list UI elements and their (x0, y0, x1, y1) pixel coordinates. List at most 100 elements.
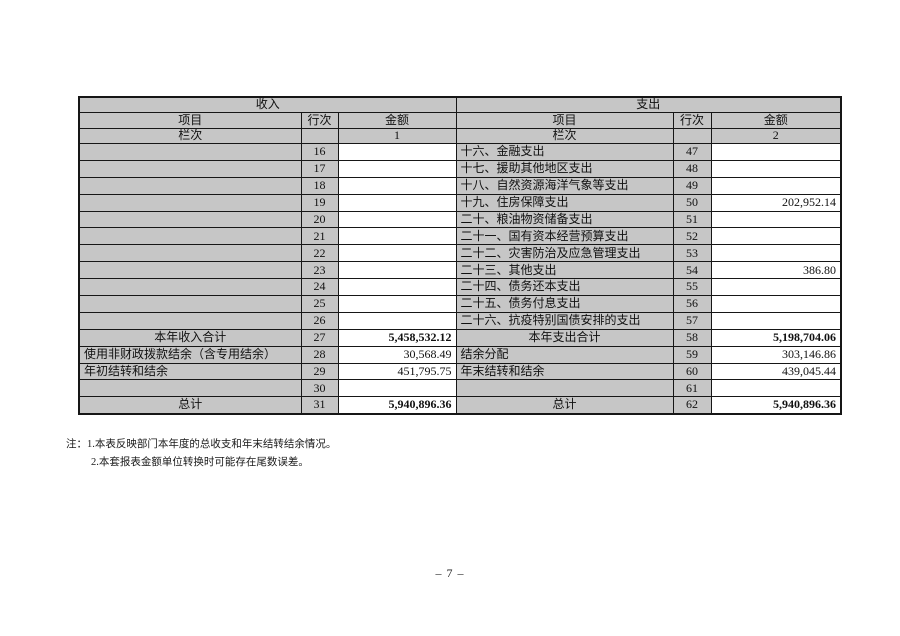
income-item-cell: 总计 (78, 396, 302, 415)
income-amount-header: 金额 (337, 112, 457, 129)
table-row: 使用非财政拨款结余（含专用结余） 28 30,568.49 结余分配 59 303,146… (78, 345, 842, 364)
expense-rowno-cell: 52 (672, 227, 712, 246)
expense-rowno-cell: 50 (672, 193, 712, 212)
expense-rowno-cell: 62 (672, 396, 712, 415)
expense-lane-label: 栏次 (455, 127, 674, 144)
expense-item-header: 项目 (455, 112, 674, 129)
expense-item-cell: 年末结转和结余 (455, 362, 674, 381)
income-rowno-cell: 26 (300, 311, 339, 330)
expense-rowno-cell: 48 (672, 159, 712, 178)
table-row: 年初结转和结余 29 451,795.75 年末结转和结余 60 439,045.44 (78, 362, 842, 381)
income-amount-cell (337, 176, 457, 195)
income-amount-cell (337, 159, 457, 178)
expense-rowno-cell: 56 (672, 295, 712, 313)
expense-rowno-cell: 59 (672, 345, 712, 364)
income-rowno-cell: 27 (300, 328, 339, 347)
expense-rowno-cell: 57 (672, 311, 712, 330)
table-row: 16 十六、金融支出 47 (78, 143, 842, 161)
table-row: 本年收入合计 27 5,458,532.12 本年支出合计 58 5,198,704.06 (78, 328, 842, 347)
income-amount-cell: 5,940,896.36 (337, 396, 457, 415)
income-rowno-cell: 31 (300, 396, 339, 415)
income-item-cell: 年初结转和结余 (78, 362, 302, 381)
income-rowno-cell: 30 (300, 379, 339, 398)
expense-amount-cell (710, 295, 842, 313)
income-item-cell: 本年收入合计 (78, 328, 302, 347)
footnote-line-2: 2.本套报表金额单位转换时可能存在尾数误差。 (91, 454, 336, 472)
income-lane-label: 栏次 (78, 127, 302, 144)
expense-amount-cell (710, 176, 842, 195)
income-item-cell (78, 159, 302, 178)
income-amount-cell (337, 379, 457, 398)
income-section-header: 收入 (78, 96, 457, 113)
expense-item-cell: 十七、援助其他地区支出 (455, 159, 674, 178)
expense-item-cell: 十八、自然资源海洋气象等支出 (455, 176, 674, 195)
lane-number-row: 栏次 1 栏次 2 (78, 127, 842, 144)
footnote-1-text: 1.本表反映部门本年度的总收支和年末结转结余情况。 (87, 439, 337, 450)
income-item-cell (78, 295, 302, 313)
income-item-cell (78, 261, 302, 280)
footnote-2-text: 2.本套报表金额单位转换时可能存在尾数误差。 (91, 457, 309, 468)
footnote-label: 注： (66, 439, 87, 450)
expense-amount-cell (710, 227, 842, 246)
expense-amount-cell (710, 244, 842, 263)
income-item-cell (78, 193, 302, 212)
expense-amount-header: 金额 (710, 112, 842, 129)
expense-rowno-cell: 53 (672, 244, 712, 263)
income-rowno-cell: 17 (300, 159, 339, 178)
expense-rowno-header: 行次 (672, 112, 712, 129)
income-item-cell (78, 244, 302, 263)
income-rowno-cell: 18 (300, 176, 339, 195)
income-amount-cell (337, 244, 457, 263)
table-row: 26 二十六、抗疫特别国债安排的支出 57 (78, 311, 842, 330)
income-item-cell: 使用非财政拨款结余（含专用结余） (78, 345, 302, 364)
income-rowno-cell: 29 (300, 362, 339, 381)
income-item-cell (78, 278, 302, 297)
income-rowno-cell: 28 (300, 345, 339, 364)
expense-rowno-cell: 54 (672, 261, 712, 280)
income-item-header: 项目 (78, 112, 302, 129)
expense-amount-cell: 202,952.14 (710, 193, 842, 212)
expense-item-cell: 二十五、债务付息支出 (455, 295, 674, 313)
expense-amount-cell (710, 159, 842, 178)
expense-item-cell: 本年支出合计 (455, 328, 674, 347)
expense-item-cell: 二十四、债务还本支出 (455, 278, 674, 297)
expense-amount-cell: 439,045.44 (710, 362, 842, 381)
table-row: 17 十七、援助其他地区支出 48 (78, 159, 842, 178)
income-amount-cell (337, 193, 457, 212)
expense-rowno-cell: 55 (672, 278, 712, 297)
table-row: 总计 31 5,940,896.36 总计 62 5,940,896.36 (78, 396, 842, 415)
section-header-row: 收入 支出 (78, 96, 842, 113)
expense-item-cell: 二十、粮油物资储备支出 (455, 210, 674, 229)
income-item-cell (78, 227, 302, 246)
income-item-cell (78, 311, 302, 330)
table-row: 30 61 (78, 379, 842, 398)
income-item-cell (78, 379, 302, 398)
expense-rowno-cell: 49 (672, 176, 712, 195)
expense-item-cell (455, 379, 674, 398)
income-item-cell (78, 176, 302, 195)
table-row: 24 二十四、债务还本支出 55 (78, 278, 842, 297)
expense-amount-cell (710, 210, 842, 229)
expense-item-cell: 总计 (455, 396, 674, 415)
table-row: 23 二十三、其他支出 54 386.80 (78, 261, 842, 280)
income-rowno-cell: 23 (300, 261, 339, 280)
expense-rowno-cell: 61 (672, 379, 712, 398)
expense-lane-blank (672, 127, 712, 144)
table-row: 18 十八、自然资源海洋气象等支出 49 (78, 176, 842, 195)
income-amount-cell (337, 278, 457, 297)
income-expense-table: 收入 支出 项目 行次 金额 项目 行次 金额 栏次 1 栏次 2 16 十六、金… (78, 96, 842, 415)
income-amount-cell (337, 227, 457, 246)
income-rowno-cell: 19 (300, 193, 339, 212)
expense-item-cell: 十九、住房保障支出 (455, 193, 674, 212)
expense-item-cell: 二十二、灾害防治及应急管理支出 (455, 244, 674, 263)
expense-lane-number: 2 (710, 127, 842, 144)
income-rowno-cell: 16 (300, 143, 339, 161)
expense-amount-cell: 5,198,704.06 (710, 328, 842, 347)
column-header-row: 项目 行次 金额 项目 行次 金额 (78, 112, 842, 129)
income-amount-cell: 451,795.75 (337, 362, 457, 381)
income-rowno-cell: 25 (300, 295, 339, 313)
expense-amount-cell (710, 143, 842, 161)
table-row: 19 十九、住房保障支出 50 202,952.14 (78, 193, 842, 212)
income-rowno-header: 行次 (300, 112, 339, 129)
